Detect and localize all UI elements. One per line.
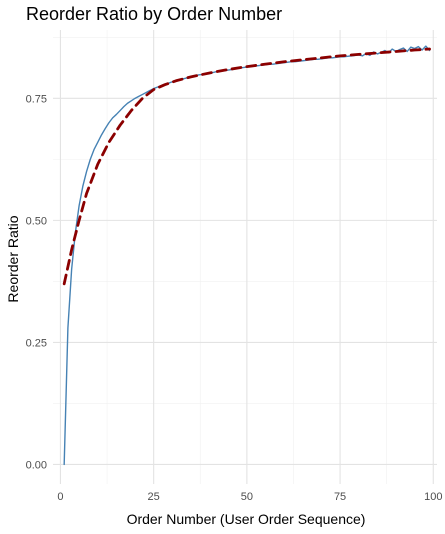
y-axis-ticks: 0.00 0.25 0.50 0.75 bbox=[26, 93, 47, 471]
major-gridlines bbox=[53, 30, 437, 484]
x-axis-ticks: 0 25 50 75 100 bbox=[57, 491, 442, 503]
y-tick-label: 0.50 bbox=[26, 215, 47, 227]
x-tick-label: 50 bbox=[241, 491, 253, 503]
series-layer bbox=[62, 45, 431, 466]
x-tick-label: 75 bbox=[334, 491, 346, 503]
minor-gridlines bbox=[53, 30, 437, 484]
trend-line-dashed bbox=[62, 47, 431, 286]
y-axis-title: Reorder Ratio bbox=[5, 215, 21, 302]
x-axis-title: Order Number (User Order Sequence) bbox=[127, 511, 366, 527]
y-tick-label: 0.75 bbox=[26, 93, 47, 105]
chart-title: Reorder Ratio by Order Number bbox=[26, 4, 283, 24]
y-tick-label: 0.25 bbox=[26, 337, 47, 349]
x-tick-label: 0 bbox=[57, 491, 63, 503]
x-tick-label: 25 bbox=[148, 491, 160, 503]
y-tick-label: 0.00 bbox=[26, 459, 47, 471]
x-tick-label: 100 bbox=[424, 491, 442, 503]
